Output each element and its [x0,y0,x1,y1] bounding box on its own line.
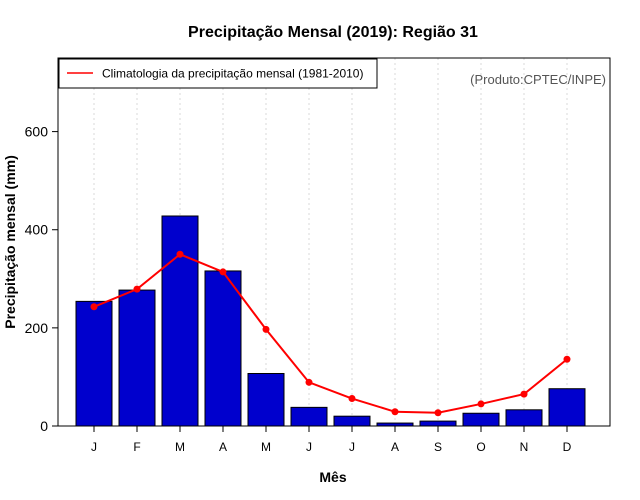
climatology-point-11 [520,390,528,398]
bar-2 [118,289,156,427]
climatology-point-6 [305,378,313,386]
y-tick-label: 600 [25,124,49,140]
climatology-point-10 [477,400,485,408]
climatology-line-series [90,250,571,417]
climatology-point-1 [90,303,98,311]
bar-9 [419,420,457,427]
climatology-point-8 [391,408,399,416]
x-tick-label: A [219,440,227,454]
climatology-point-5 [262,325,270,333]
bar-1 [75,300,113,427]
x-tick-label: J [91,440,97,454]
y-tick-label: 400 [25,222,49,238]
y-tick-label: 200 [25,320,49,336]
x-tick-label: N [520,440,529,454]
bar-6 [290,406,328,427]
x-tick-label: D [563,440,572,454]
x-tick-label: F [133,440,140,454]
climatology-point-3 [176,250,184,258]
bar-series [75,215,586,427]
climatology-point-12 [563,355,571,363]
y-axis-label: Precipitação mensal (mm) [2,155,18,329]
climatology-line [93,253,568,414]
x-tick-label: M [175,440,185,454]
climatology-point-4 [219,268,227,276]
x-tick-label: J [306,440,312,454]
x-tick-label: S [434,440,442,454]
climatology-point-2 [133,285,141,293]
y-tick-label: 0 [40,418,48,434]
legend-entry-climatology: Climatologia da precipitação mensal (198… [102,67,363,81]
x-axis-label: Mês [319,469,346,485]
bar-3 [161,215,199,427]
bar-11 [505,409,543,427]
legend-box [58,58,378,89]
x-tick-label: A [391,440,399,454]
x-tick-label: O [476,440,485,454]
bar-4 [204,270,242,427]
bar-10 [462,412,500,427]
y-axis: 0 200 400 600 [25,124,58,434]
bar-5 [247,372,285,427]
plot-frame [57,57,611,427]
x-tick-label: J [349,440,355,454]
bar-7 [333,415,371,427]
bar-12 [548,388,586,427]
legend: Climatologia da precipitação mensal (198… [58,58,378,89]
climatology-point-9 [434,409,442,417]
source-credit: (Produto:CPTEC/INPE) [470,72,606,87]
chart-title: Precipitação Mensal (2019): Região 31 [188,24,478,41]
climatology-point-7 [348,395,356,403]
x-tick-label: M [261,440,271,454]
